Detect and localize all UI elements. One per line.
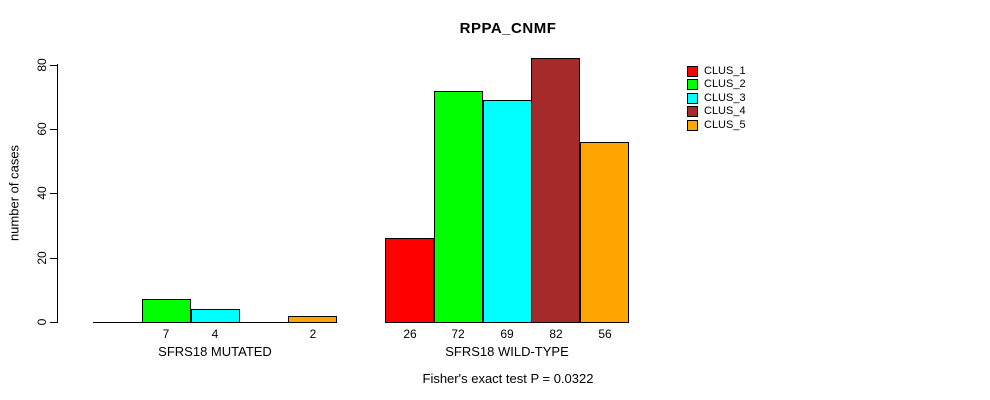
y-tick-label: 0 [35,318,49,326]
bar-value-label: 56 [598,327,612,341]
bar-value-label: 69 [500,327,514,341]
legend-swatch-icon [687,120,698,131]
bar-value-label: 72 [451,327,465,341]
group-label: SFRS18 WILD-TYPE [445,344,569,359]
bar-clus_5 [288,316,337,323]
y-tick-label: 40 [35,186,49,201]
y-tick-mark [50,64,58,66]
group-label: SFRS18 MUTATED [158,344,272,359]
y-tick-mark [50,322,58,323]
legend-label: CLUS_4 [704,105,746,117]
bar-clus_3 [483,100,532,323]
bar-clus_3 [191,309,240,323]
bar-value-label: 2 [309,327,317,341]
bar-clus_1-zero [93,322,142,323]
y-tick-label: 20 [35,251,49,265]
bar-clus_2 [434,91,483,323]
y-axis-label: number of cases [6,144,22,242]
legend-swatch-icon [687,106,698,117]
bar-clus_5 [580,142,629,323]
bar-value-label: 7 [162,327,170,341]
bar-clus_4 [531,58,580,323]
fisher-test-text: Fisher's exact test P = 0.0322 [422,371,594,386]
bar-clus_2 [142,299,191,323]
legend-label: CLUS_5 [704,119,746,131]
y-tick-label: 80 [35,58,49,72]
chart-title: RPPA_CNMF [459,20,557,37]
legend-swatch-icon [687,79,698,90]
y-tick-mark [50,129,58,131]
bar-value-label: 4 [211,327,219,341]
bar-clus_1 [385,238,434,323]
legend-swatch-icon [687,93,698,104]
legend-label: CLUS_1 [704,65,746,77]
y-tick-mark [50,193,58,195]
legend-label: CLUS_3 [704,92,746,104]
bar-value-label: 26 [403,327,417,341]
y-tick-label: 60 [35,122,49,136]
bar-clus_4-zero [239,322,288,323]
legend-swatch-icon [687,66,698,77]
y-tick-mark [50,257,58,259]
legend-label: CLUS_2 [704,78,746,90]
bar-value-label: 82 [549,327,563,341]
